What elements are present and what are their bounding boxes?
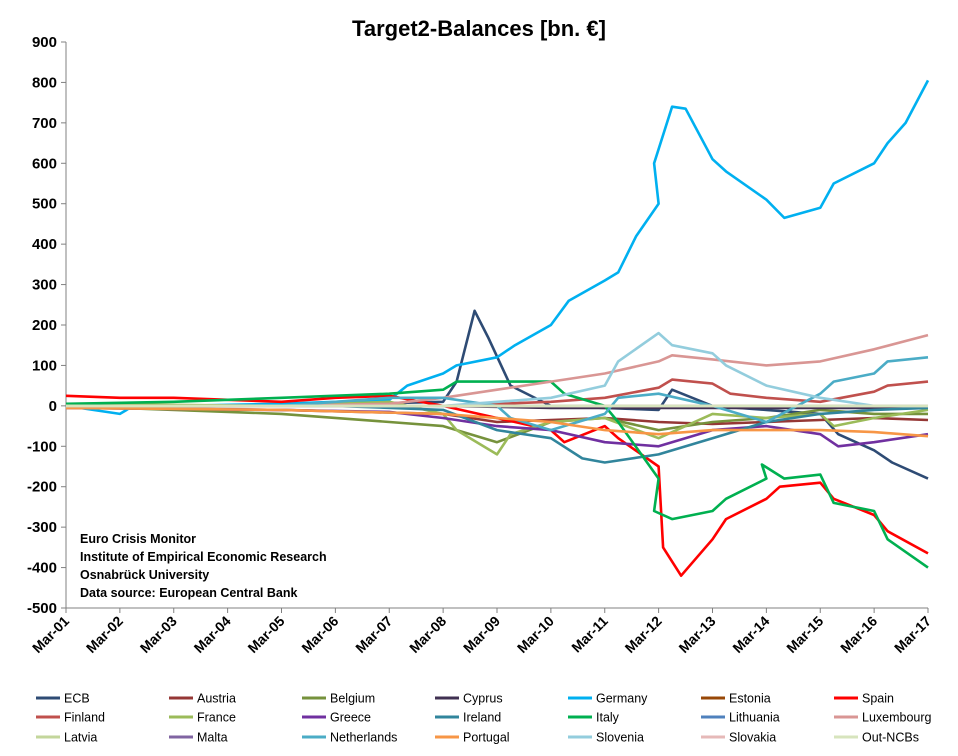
y-tick-label: 700	[32, 115, 57, 132]
annotation-line-4: Data source: European Central Bank	[80, 586, 297, 600]
legend-label: Cyprus	[463, 692, 503, 706]
series-line-germany	[65, 79, 930, 416]
legend-label: Lithuania	[729, 711, 780, 725]
legend-label: Ireland	[463, 711, 501, 725]
y-tick-label: -100	[27, 438, 57, 455]
legend-label: ECB	[64, 692, 90, 706]
legend-label: Greece	[330, 711, 371, 725]
x-tick-label: Mar-09	[460, 613, 503, 656]
annotation-line-2: Institute of Empirical Economic Research	[80, 550, 327, 564]
x-tick-label: Mar-07	[352, 613, 395, 656]
legend-label: Austria	[197, 692, 236, 706]
legend-label: Portugal	[463, 731, 510, 745]
legend-label: Latvia	[64, 731, 97, 745]
legend-label: Netherlands	[330, 731, 397, 745]
annotation-line-3: Osnabrück University	[80, 568, 209, 582]
legend: ECB Austria Belgium Cyprus Germany Estonia Spa…	[36, 692, 932, 745]
y-tick-label: 300	[32, 277, 57, 294]
chart-title: Target2-Balances [bn. €]	[352, 16, 606, 41]
legend-label: Belgium	[330, 692, 375, 706]
series-line-spain	[65, 394, 929, 578]
series-lines	[65, 79, 930, 578]
legend-label: Finland	[64, 711, 105, 725]
x-tick-label: Mar-17	[891, 613, 934, 656]
annotation-line-1: Euro Crisis Monitor	[80, 532, 196, 546]
series-line-netherlands	[66, 356, 929, 432]
y-tick-label: -500	[27, 600, 57, 617]
x-tick-labels: Mar-01 Mar-02 Mar-03 Mar-04 Mar-05 Mar-06 Mar-…	[29, 613, 934, 656]
legend-label: Estonia	[729, 692, 771, 706]
x-tick-label: Mar-12	[622, 613, 665, 656]
axes	[61, 41, 929, 613]
x-tick-label: Mar-16	[837, 613, 880, 656]
x-tick-label: Mar-13	[675, 613, 718, 656]
x-tick-label: Mar-14	[729, 613, 772, 656]
legend-label: Out-NCBs	[862, 731, 919, 745]
x-tick-label: Mar-11	[568, 613, 611, 656]
legend-label: Germany	[596, 692, 648, 706]
legend-label: Spain	[862, 692, 894, 706]
y-tick-label: -400	[27, 560, 57, 577]
source-annotation: Euro Crisis Monitor Institute of Empiric…	[80, 532, 327, 600]
x-tick-label: Mar-05	[244, 613, 287, 656]
y-tick-label: -200	[27, 479, 57, 496]
series-line-luxembourg	[65, 333, 929, 410]
series-line-ireland	[66, 404, 929, 464]
legend-label: Luxembourg	[862, 711, 932, 725]
legend-label: Slovakia	[729, 731, 776, 745]
y-tick-label: -300	[27, 519, 57, 536]
y-tick-label: 200	[32, 317, 57, 334]
series-line-italy	[65, 380, 929, 569]
series-line-portugal	[65, 406, 929, 438]
y-tick-labels: 900 800 700 600 500 400 300 200 100 0 -100 -200 -300…	[27, 34, 57, 617]
x-tick-label: Mar-03	[137, 613, 180, 656]
y-tick-label: 500	[32, 196, 57, 213]
legend-label: Slovenia	[596, 731, 644, 745]
legend-label: Italy	[596, 711, 620, 725]
y-tick-label: 600	[32, 155, 57, 172]
legend-label: Malta	[197, 731, 228, 745]
x-tick-label: Mar-06	[298, 613, 341, 656]
y-tick-label: 800	[32, 74, 57, 91]
x-tick-label: Mar-04	[191, 613, 234, 656]
legend-label: France	[197, 711, 236, 725]
series-line-slovenia	[66, 331, 928, 408]
y-tick-label: 900	[32, 34, 57, 51]
x-tick-label: Mar-02	[83, 613, 126, 656]
y-tick-label: 400	[32, 236, 57, 253]
x-tick-label: Mar-08	[406, 613, 449, 656]
y-tick-label: 100	[32, 357, 57, 374]
x-tick-label: Mar-01	[29, 613, 72, 656]
x-tick-label: Mar-10	[514, 613, 557, 656]
x-tick-label: Mar-15	[783, 613, 826, 656]
y-tick-label: 0	[49, 398, 57, 415]
